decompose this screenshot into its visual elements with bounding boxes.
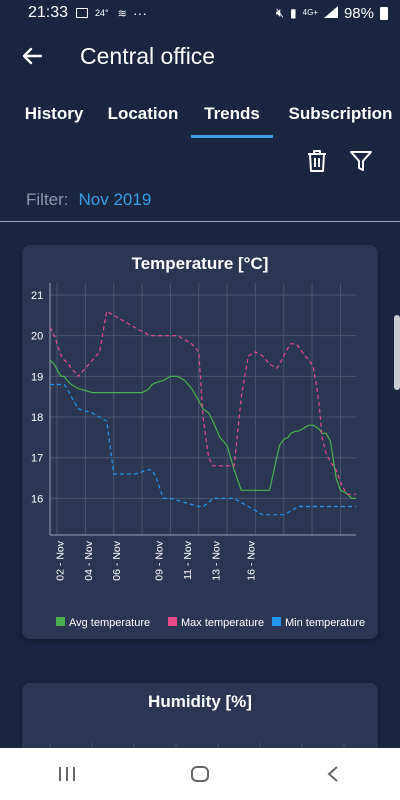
series-line-avg-temperature — [49, 359, 356, 499]
y-tick-label: 18 — [31, 412, 43, 424]
temperature-chart-card: Temperature [°C] 21 20 19 18 17 16 02 - Nov 04 … — [22, 245, 378, 639]
network-type: 4G+ — [302, 8, 318, 17]
legend-swatch — [272, 617, 281, 626]
trash-icon — [308, 150, 326, 172]
tab-history[interactable]: History — [0, 90, 108, 138]
y-tick-label: 21 — [31, 290, 43, 302]
temperature-chart: 21 20 19 18 17 16 02 - Nov 04 - Nov 06 - Nov 09 -… — [31, 283, 365, 629]
battery-percent: 98% — [343, 4, 374, 22]
legend-swatch — [168, 617, 177, 626]
legend-label: Min temperature — [285, 617, 365, 629]
filter-value[interactable]: Nov 2019 — [78, 190, 152, 209]
filter-icon — [350, 151, 372, 171]
system-nav-bar — [0, 748, 400, 800]
tab-label: Subscription — [288, 104, 393, 123]
x-tick-label: 09 - Nov — [154, 540, 166, 580]
y-tick-label: 20 — [31, 331, 43, 343]
legend-label: Max temperature — [181, 617, 264, 629]
recent-apps-icon — [58, 767, 75, 781]
tab-subscription[interactable]: Subscription — [283, 90, 398, 138]
legend-swatch — [56, 617, 65, 626]
signal-icon: ▮ — [290, 6, 297, 20]
tab-label: Trends — [204, 104, 260, 123]
filter-label: Filter: — [26, 190, 69, 209]
x-tick-label: 16 - Nov — [246, 540, 258, 580]
filter-row[interactable]: Filter: Nov 2019 — [26, 190, 151, 210]
series-line-min-temperature — [50, 383, 356, 516]
temp-badge: 24° — [95, 8, 109, 18]
tab-bar: History Location Trends Subscription — [0, 90, 400, 138]
home-icon — [190, 766, 209, 782]
status-time: 21:33 — [28, 4, 69, 21]
y-tick-label: 19 — [31, 371, 43, 383]
arrow-left-icon — [22, 47, 42, 65]
status-dots: ··· — [132, 5, 147, 21]
app-bar: Central office — [0, 26, 400, 86]
y-tick-label: 17 — [31, 453, 43, 465]
tab-trends[interactable]: Trends — [191, 90, 273, 138]
x-tick-label: 02 - Nov — [54, 540, 66, 580]
home-button[interactable] — [170, 754, 230, 794]
chart-title: Temperature [°C] — [131, 254, 269, 273]
tab-location[interactable]: Location — [107, 90, 179, 138]
recent-apps-button[interactable] — [37, 754, 97, 794]
delete-button[interactable] — [302, 146, 332, 176]
x-tick-label: 11 - Nov — [182, 540, 194, 580]
x-tick-label: 04 - Nov — [83, 540, 95, 580]
back-icon — [327, 766, 338, 782]
tab-label: History — [24, 104, 84, 123]
legend-label: Avg temperature — [69, 617, 150, 629]
back-button[interactable] — [0, 26, 64, 86]
series-line-max-temperature — [49, 310, 356, 495]
chart-title: Humidity [%] — [148, 692, 252, 711]
trends-toolbar — [302, 146, 376, 176]
mute-icon: 🔇︎ — [275, 5, 285, 20]
x-tick-label: 06 - Nov — [111, 540, 123, 580]
status-bar: 21:33 24° ≋ ··· 🔇︎ ▮ 4G+ 98% — [0, 0, 400, 26]
tab-label: Location — [107, 104, 179, 123]
scrollbar-thumb[interactable] — [394, 315, 400, 390]
voicemail-icon: ≋ — [117, 7, 127, 20]
filter-button[interactable] — [346, 146, 376, 176]
divider — [0, 221, 400, 222]
back-nav-button[interactable] — [303, 754, 363, 794]
battery-icon — [380, 6, 388, 20]
gallery-icon — [76, 8, 89, 18]
page-title: Central office — [80, 42, 216, 69]
signal-strength-icon — [323, 5, 338, 22]
x-tick-label: 13 - Nov — [210, 540, 222, 580]
y-tick-label: 16 — [31, 493, 43, 505]
